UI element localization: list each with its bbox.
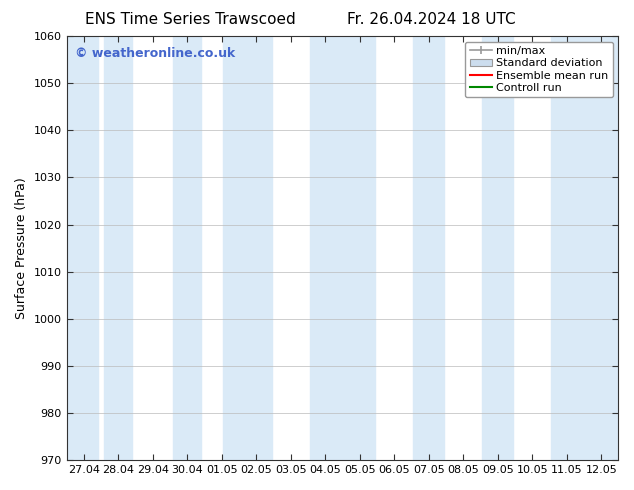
Bar: [413, 36, 444, 460]
Bar: [174, 36, 201, 460]
Bar: [482, 36, 514, 460]
Legend: min/max, Standard deviation, Ensemble mean run, Controll run: min/max, Standard deviation, Ensemble me…: [465, 42, 613, 97]
Text: © weatheronline.co.uk: © weatheronline.co.uk: [75, 47, 235, 60]
Bar: [310, 36, 375, 460]
Bar: [551, 36, 619, 460]
Y-axis label: Surface Pressure (hPa): Surface Pressure (hPa): [15, 177, 28, 319]
Bar: [105, 36, 132, 460]
Bar: [224, 36, 272, 460]
Bar: [67, 36, 98, 460]
Text: ENS Time Series Trawscoed: ENS Time Series Trawscoed: [85, 12, 295, 27]
Text: Fr. 26.04.2024 18 UTC: Fr. 26.04.2024 18 UTC: [347, 12, 515, 27]
